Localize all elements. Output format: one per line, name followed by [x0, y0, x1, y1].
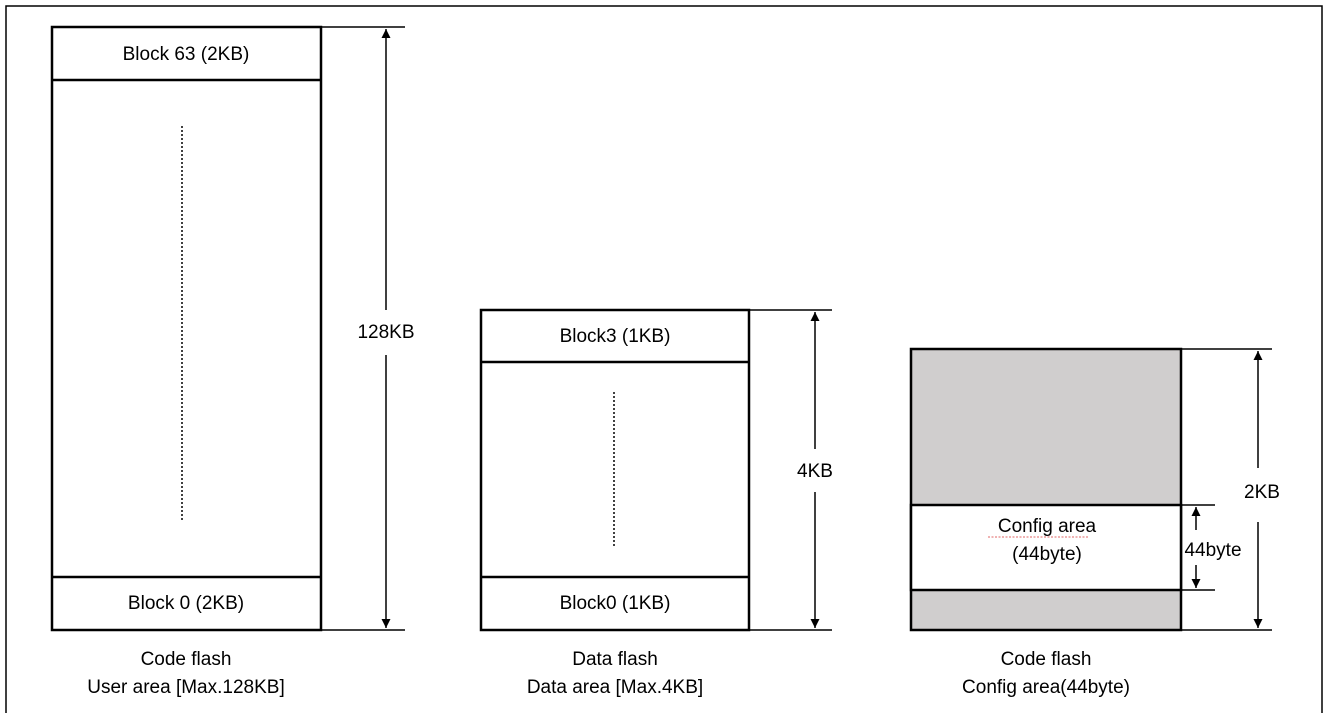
config-area-map: Config area (44byte) 44byte 2KB Code fla… [909, 347, 1280, 698]
user-area-box [50, 25, 323, 632]
data-area-map: Block3 (1KB) Block0 (1KB) 4KB Data flash… [479, 308, 833, 698]
user-area-caption-line2: User area [Max.128KB] [87, 677, 284, 698]
config-area-label-line1: Config area [998, 516, 1097, 537]
config-region-size-label: 44byte [1184, 540, 1241, 561]
data-area-caption-line1: Data flash [572, 649, 658, 670]
data-area-box [479, 308, 751, 632]
user-area-map: Block 63 (2KB) Block 0 (2KB) 128KB Code … [50, 25, 415, 698]
data-area-caption-line2: Data area [Max.4KB] [527, 677, 703, 698]
config-area-region [909, 503, 1183, 592]
data-area-size-label: 4KB [797, 461, 833, 482]
user-area-top-block-label: Block 63 (2KB) [123, 44, 250, 65]
user-area-bottom-block-label: Block 0 (2KB) [128, 593, 244, 614]
outer-frame [5, 5, 1323, 713]
config-area-label-line2: (44byte) [1012, 544, 1082, 565]
data-area-bottom-block-label: Block0 (1KB) [560, 593, 671, 614]
config-area-size-label: 2KB [1244, 482, 1280, 503]
config-area-caption-line1: Code flash [1001, 649, 1092, 670]
data-area-top-block-label: Block3 (1KB) [560, 326, 671, 347]
user-area-caption-line1: Code flash [141, 649, 232, 670]
user-area-size-label: 128KB [357, 322, 414, 343]
config-area-caption-line2: Config area(44byte) [962, 677, 1130, 698]
